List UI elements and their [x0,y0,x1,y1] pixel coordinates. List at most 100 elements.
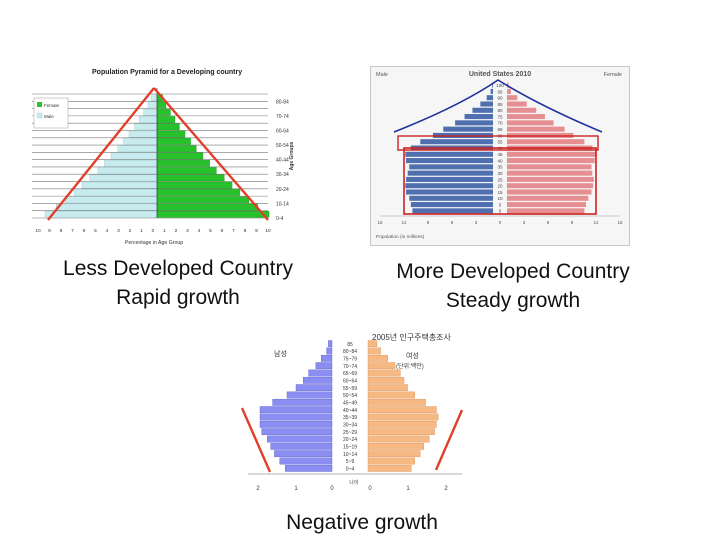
ldc-pyramid-panel: Population Pyramid for a Developing coun… [28,58,296,250]
kr-age-label: 85 [347,342,353,348]
us-female-bar [507,126,565,132]
ldc-female-bar [156,181,233,189]
ldc-x-tick: 9 [48,228,51,234]
us-age-label: 15 [497,190,503,195]
kr-age-label: 70~74 [343,364,357,370]
ldc-xlabel: Percentage in Age Group [125,240,183,246]
ldc-male-bar [104,159,158,167]
kr-age-label: 35~39 [343,415,357,421]
us-x-tick: 15 [617,220,623,225]
kr-female-bar [367,354,388,362]
ldc-female-bar [156,138,191,145]
ldc-male-bar [134,123,158,131]
us-male-bar [406,158,493,164]
mdc-caption-growth: Steady growth [445,289,581,312]
us-x-tick: 0 [499,220,502,225]
kr-unit-label: (단위:백만) [396,362,424,370]
us-male-bar [492,82,493,88]
us-female-bar [507,88,511,94]
kr-age-label: 60~64 [343,379,357,385]
us-female-label: Female [604,72,622,78]
kr-age-label: 40~44 [343,408,357,414]
kr-age-label: 10~14 [343,452,357,458]
kr-x-tick: 1 [294,486,298,492]
kr-male-bar [274,450,333,458]
kr-female-bar [367,464,412,472]
us-female-bar [507,114,545,120]
ldc-female-bar [156,101,167,109]
kr-male-bar [267,435,333,443]
us-male-bar [409,195,493,201]
ldc-male-bar [128,130,158,138]
kr-trend-line-left [240,407,272,473]
kr-male-bar [259,420,333,428]
us-male-bar [490,88,493,94]
kr-age-label: 15~19 [343,445,357,451]
us-age-label: 75 [497,114,503,119]
us-x-tick: 3 [523,220,526,225]
ldc-female-bar [156,116,176,123]
kr-pyramid-panel: 2005년 인구주택총조사 85 80~84 75~79 70~74 65~69 60~64… [240,328,468,498]
ldc-male-bar [97,167,158,174]
us-male-bar [464,114,493,120]
us-male-bar [407,170,493,176]
ldc-x-tick: 5 [94,228,97,234]
ldc-female-bar [156,145,197,153]
kr-male-bar [270,442,333,450]
kr-x-tick: 0 [368,486,372,492]
ldc-caption-title: Less Developed Country [63,257,293,280]
us-age-label: 0 [499,209,502,214]
us-age-label: 20 [497,184,503,189]
ldc-legend-male-swatch [36,112,43,119]
ldc-x-tick: 1 [163,228,166,234]
us-female-bar [507,170,593,176]
us-female-bar [507,120,554,126]
ldc-x-tick: 2 [129,228,132,234]
kr-female-bar [367,435,430,443]
ldc-male-bar [110,152,158,160]
us-x-tick: 6 [451,220,454,225]
kr-male-bar [285,464,333,472]
ldc-male-bar [117,145,158,153]
ldc-x-tick: 7 [232,228,235,234]
ldc-male-bar [81,181,158,189]
ldc-x-tick: 6 [83,228,86,234]
ldc-age-label: 10-14 [276,201,289,207]
us-female-bar [507,183,594,189]
ldc-male-bar [147,101,158,109]
kr-x-tick: 0 [330,486,334,492]
ldc-male-bar [123,138,158,145]
ldc-female-bar [156,174,225,182]
ldc-x-tick: 4 [198,228,201,234]
us-age-label: 90 [497,96,503,101]
us-male-bar [405,183,493,189]
us-female-bar [507,189,592,195]
kr-x-tick: 2 [444,486,448,492]
ldc-male-bar [44,211,158,218]
ldc-female-bar [156,108,171,116]
ldc-male-bar [56,203,158,211]
us-x-tick: 9 [571,220,574,225]
kr-female-label: 여성 [406,351,419,360]
us-male-bar [486,95,493,101]
ldc-x-tick: 6 [221,228,224,234]
negative-caption: Negative growth [262,508,462,537]
kr-age-label: 50~54 [343,393,357,399]
kr-age-label: 80~84 [343,349,357,355]
us-male-bar [405,151,493,157]
us-highlight-box-large [403,147,597,215]
ldc-x-tick: 3 [117,228,120,234]
kr-female-bar [367,384,408,392]
kr-female-bar [367,413,439,421]
ldc-female-bar [156,189,241,196]
ldc-legend-female-label: Female [44,103,60,108]
ldc-x-tick: 1 [140,228,143,234]
us-male-bar [420,139,493,145]
ldc-age-label: 60-64 [276,128,289,134]
us-age-label: 5 [499,202,502,207]
kr-female-bar [367,442,424,450]
kr-x-tick: 2 [256,486,260,492]
ldc-caption: Less Developed Country Rapid growth [30,254,326,312]
